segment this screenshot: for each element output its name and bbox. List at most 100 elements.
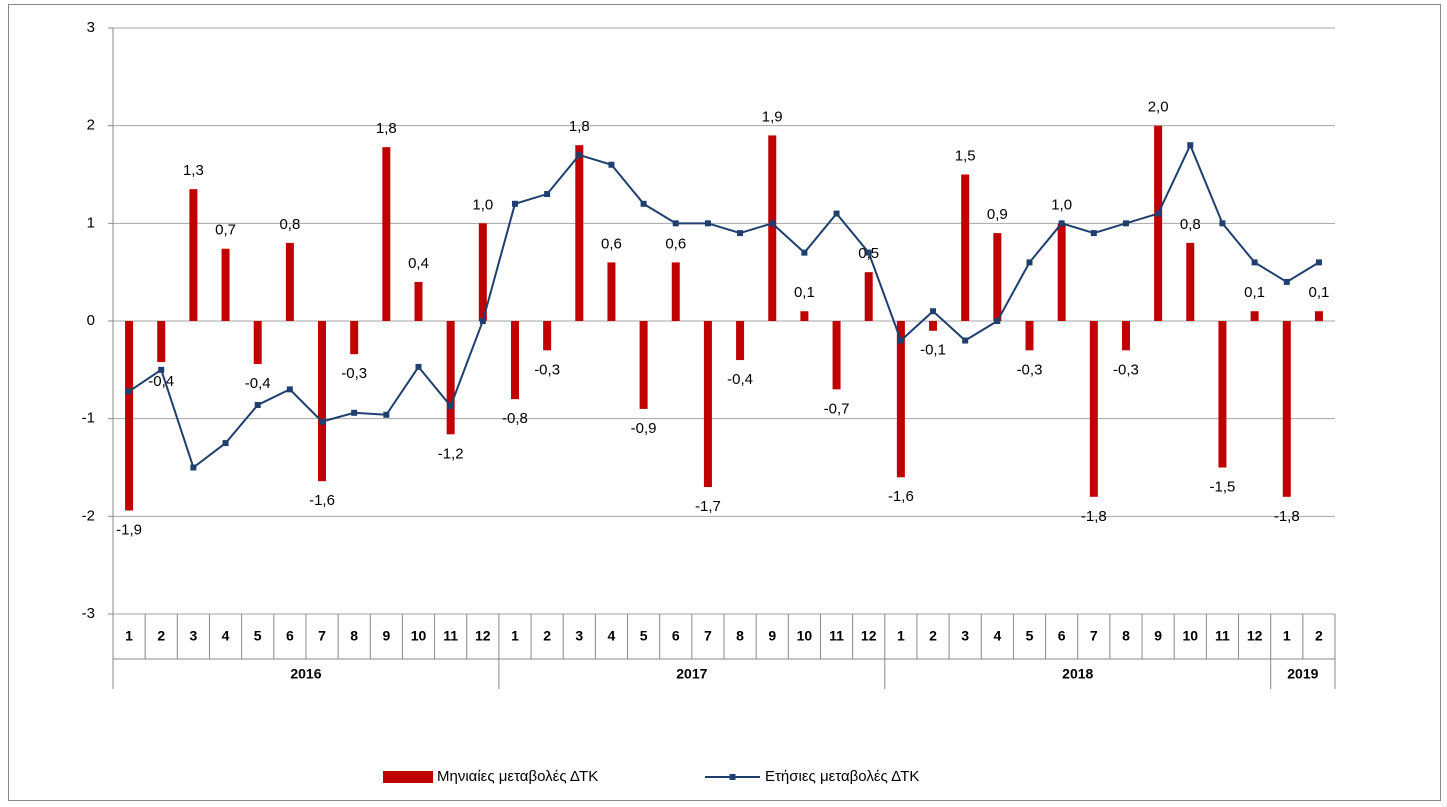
x-tick-label: 7 <box>318 628 326 644</box>
data-label: -0,3 <box>1113 361 1139 378</box>
x-tick-label: 8 <box>350 628 358 644</box>
bar <box>1314 311 1323 321</box>
x-group-label: 2018 <box>1062 666 1093 682</box>
data-label: 1,3 <box>183 162 204 179</box>
line-marker <box>994 318 1001 324</box>
data-label: -1,8 <box>1081 508 1107 525</box>
x-tick-label: 9 <box>1154 628 1162 644</box>
line-marker <box>158 366 165 373</box>
data-label: 1,8 <box>569 118 590 135</box>
bar <box>221 248 230 321</box>
data-label: -0,8 <box>502 410 528 427</box>
legend-label: Μηνιαίες μεταβολές ΔΤΚ <box>437 768 598 785</box>
x-tick-label: 4 <box>222 628 230 644</box>
bar <box>768 135 777 321</box>
x-tick-label: 5 <box>254 628 262 644</box>
x-group-label: 2019 <box>1287 666 1318 682</box>
legend-label: Ετήσιες μεταβολές ΔΤΚ <box>765 768 919 785</box>
bar <box>961 174 970 321</box>
bar <box>350 321 359 355</box>
line-marker <box>1090 230 1097 237</box>
data-label: -0,9 <box>631 420 657 437</box>
y-tick-label: -2 <box>82 507 95 524</box>
x-tick-label: 12 <box>861 628 877 644</box>
data-label: -0,4 <box>727 371 753 388</box>
data-label: 0,1 <box>1308 284 1329 301</box>
bar <box>671 262 680 321</box>
x-tick-label: 5 <box>640 628 648 644</box>
bar <box>736 321 745 361</box>
line-marker <box>383 411 390 418</box>
data-label: -1,9 <box>116 521 142 538</box>
bar <box>285 242 294 321</box>
line-marker <box>511 200 518 207</box>
line-marker <box>319 418 326 425</box>
line-marker <box>962 337 969 344</box>
data-label: 1,0 <box>1051 196 1072 213</box>
line-marker <box>801 249 808 256</box>
x-tick-label: 12 <box>475 628 491 644</box>
line-marker <box>286 386 293 393</box>
line-marker <box>254 401 261 408</box>
line-marker <box>1251 259 1258 266</box>
x-group-label: 2017 <box>676 666 707 682</box>
x-tick-label: 4 <box>608 628 616 644</box>
data-label: -1,7 <box>695 498 721 515</box>
line-marker <box>190 464 197 471</box>
data-label: 1,8 <box>376 120 397 137</box>
line-marker <box>704 220 711 227</box>
x-tick-label: 2 <box>1315 628 1323 644</box>
bar <box>607 262 616 321</box>
bar <box>318 321 327 482</box>
x-tick-label: 1 <box>897 628 905 644</box>
x-tick-label: 6 <box>1058 628 1066 644</box>
bar <box>189 189 198 321</box>
bar <box>639 321 648 409</box>
line-marker <box>1026 259 1033 266</box>
bar <box>832 321 841 390</box>
line-marker <box>1155 210 1162 217</box>
data-label: 1,5 <box>955 147 976 164</box>
bar <box>800 311 809 321</box>
line-marker <box>126 388 133 395</box>
bar <box>1089 321 1098 497</box>
data-label: 0,1 <box>794 284 815 301</box>
data-label: -0,4 <box>245 375 271 392</box>
x-tick-label: 4 <box>993 628 1001 644</box>
y-tick-label: -3 <box>82 605 95 622</box>
y-tick-label: 1 <box>87 214 95 231</box>
x-tick-label: 3 <box>189 628 197 644</box>
x-tick-label: 7 <box>704 628 712 644</box>
line-marker <box>415 363 422 370</box>
x-tick-label: 6 <box>672 628 680 644</box>
bar <box>543 321 552 351</box>
x-tick-label: 10 <box>1183 628 1199 644</box>
x-tick-label: 11 <box>829 628 844 644</box>
x-tick-label: 11 <box>1215 628 1230 644</box>
data-label: -1,6 <box>888 488 914 505</box>
data-label: 2,0 <box>1148 99 1169 116</box>
bar <box>896 321 905 478</box>
x-tick-label: 2 <box>157 628 165 644</box>
data-label: -0,3 <box>1017 361 1043 378</box>
line-marker <box>672 220 679 227</box>
data-label: 0,6 <box>601 235 622 252</box>
bar <box>1282 321 1291 497</box>
bar <box>1121 321 1130 351</box>
x-tick-label: 2 <box>543 628 551 644</box>
line-marker <box>1122 220 1129 227</box>
bar <box>478 223 487 321</box>
line-marker <box>447 402 454 409</box>
data-label: -1,6 <box>309 492 335 509</box>
y-tick-label: 0 <box>87 312 95 329</box>
bar <box>1218 321 1227 468</box>
bar <box>864 272 873 321</box>
bar <box>510 321 519 400</box>
bar <box>157 321 166 363</box>
x-tick-label: 5 <box>1026 628 1034 644</box>
x-tick-label: 8 <box>1122 628 1130 644</box>
bar <box>1250 311 1259 321</box>
data-label: 1,9 <box>762 108 783 125</box>
data-label: -0,4 <box>148 373 174 390</box>
